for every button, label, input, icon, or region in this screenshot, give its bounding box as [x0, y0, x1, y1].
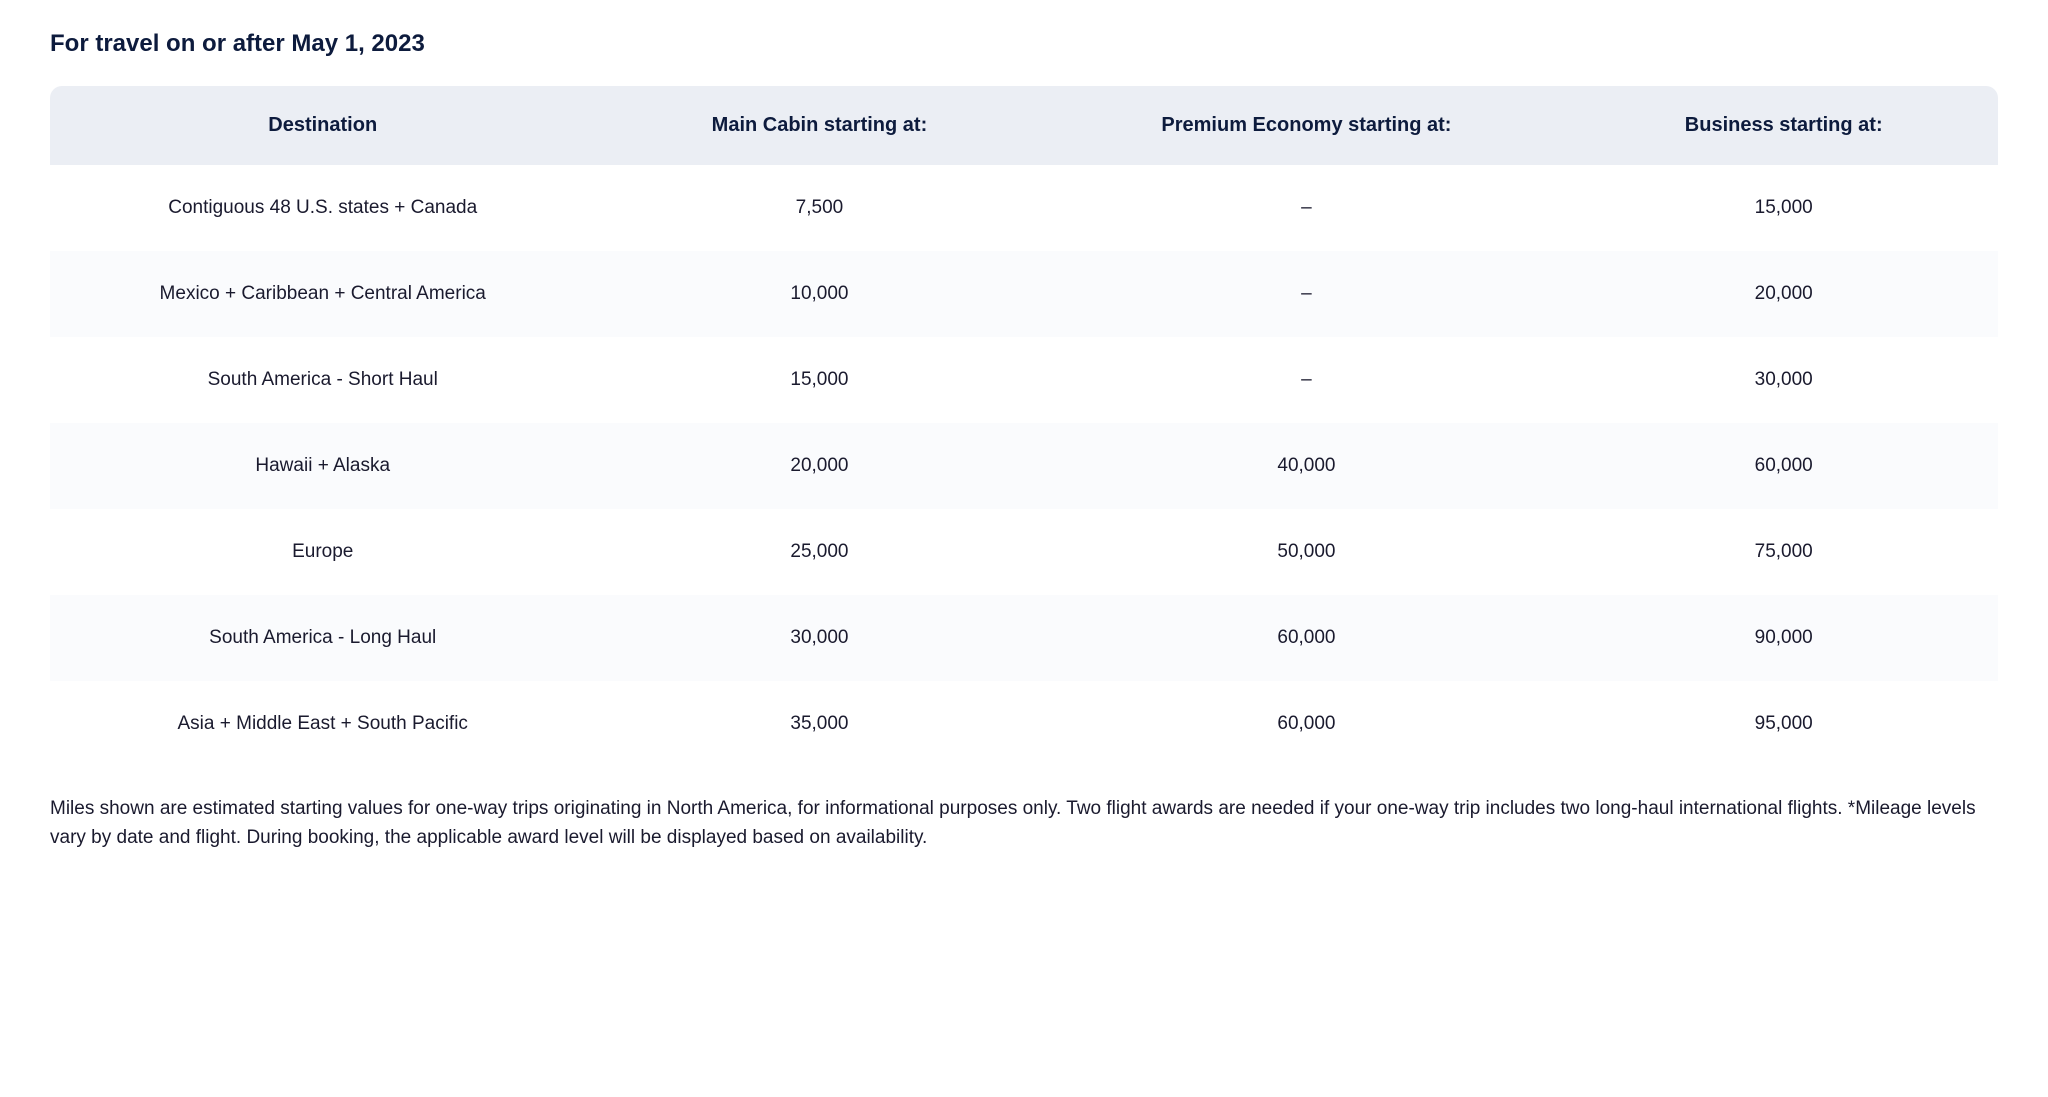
cell-premium-economy: 50,000 — [1043, 541, 1569, 563]
cell-destination: Europe — [50, 541, 595, 563]
table-row: Europe 25,000 50,000 75,000 — [50, 509, 1998, 595]
column-header-destination: Destination — [50, 114, 595, 137]
cell-main-cabin: 15,000 — [595, 369, 1043, 391]
cell-business: 75,000 — [1569, 541, 1998, 563]
table-row: Contiguous 48 U.S. states + Canada 7,500… — [50, 165, 1998, 251]
cell-premium-economy: 60,000 — [1043, 627, 1569, 649]
cell-business: 95,000 — [1569, 713, 1998, 735]
cell-business: 60,000 — [1569, 455, 1998, 477]
table-header-row: Destination Main Cabin starting at: Prem… — [50, 86, 1998, 165]
cell-premium-economy: – — [1043, 197, 1569, 219]
cell-premium-economy: – — [1043, 283, 1569, 305]
cell-premium-economy: – — [1043, 369, 1569, 391]
cell-business: 15,000 — [1569, 197, 1998, 219]
cell-main-cabin: 20,000 — [595, 455, 1043, 477]
column-header-premium-economy: Premium Economy starting at: — [1043, 114, 1569, 137]
cell-main-cabin: 10,000 — [595, 283, 1043, 305]
cell-premium-economy: 60,000 — [1043, 713, 1569, 735]
table-row: South America - Short Haul 15,000 – 30,0… — [50, 337, 1998, 423]
table-row: Hawaii + Alaska 20,000 40,000 60,000 — [50, 423, 1998, 509]
cell-destination: Mexico + Caribbean + Central America — [50, 283, 595, 305]
cell-business: 20,000 — [1569, 283, 1998, 305]
cell-destination: South America - Short Haul — [50, 369, 595, 391]
cell-main-cabin: 25,000 — [595, 541, 1043, 563]
cell-business: 90,000 — [1569, 627, 1998, 649]
cell-destination: Contiguous 48 U.S. states + Canada — [50, 197, 595, 219]
table-row: Asia + Middle East + South Pacific 35,00… — [50, 681, 1998, 767]
cell-main-cabin: 35,000 — [595, 713, 1043, 735]
award-chart-table: Destination Main Cabin starting at: Prem… — [50, 86, 1998, 767]
column-header-business: Business starting at: — [1569, 114, 1998, 137]
cell-destination: South America - Long Haul — [50, 627, 595, 649]
table-heading: For travel on or after May 1, 2023 — [50, 30, 1998, 58]
cell-main-cabin: 30,000 — [595, 627, 1043, 649]
column-header-main-cabin: Main Cabin starting at: — [595, 114, 1043, 137]
cell-destination: Asia + Middle East + South Pacific — [50, 713, 595, 735]
cell-business: 30,000 — [1569, 369, 1998, 391]
table-row: South America - Long Haul 30,000 60,000 … — [50, 595, 1998, 681]
cell-destination: Hawaii + Alaska — [50, 455, 595, 477]
table-row: Mexico + Caribbean + Central America 10,… — [50, 251, 1998, 337]
table-footnote: Miles shown are estimated starting value… — [50, 795, 1998, 852]
cell-premium-economy: 40,000 — [1043, 455, 1569, 477]
cell-main-cabin: 7,500 — [595, 197, 1043, 219]
